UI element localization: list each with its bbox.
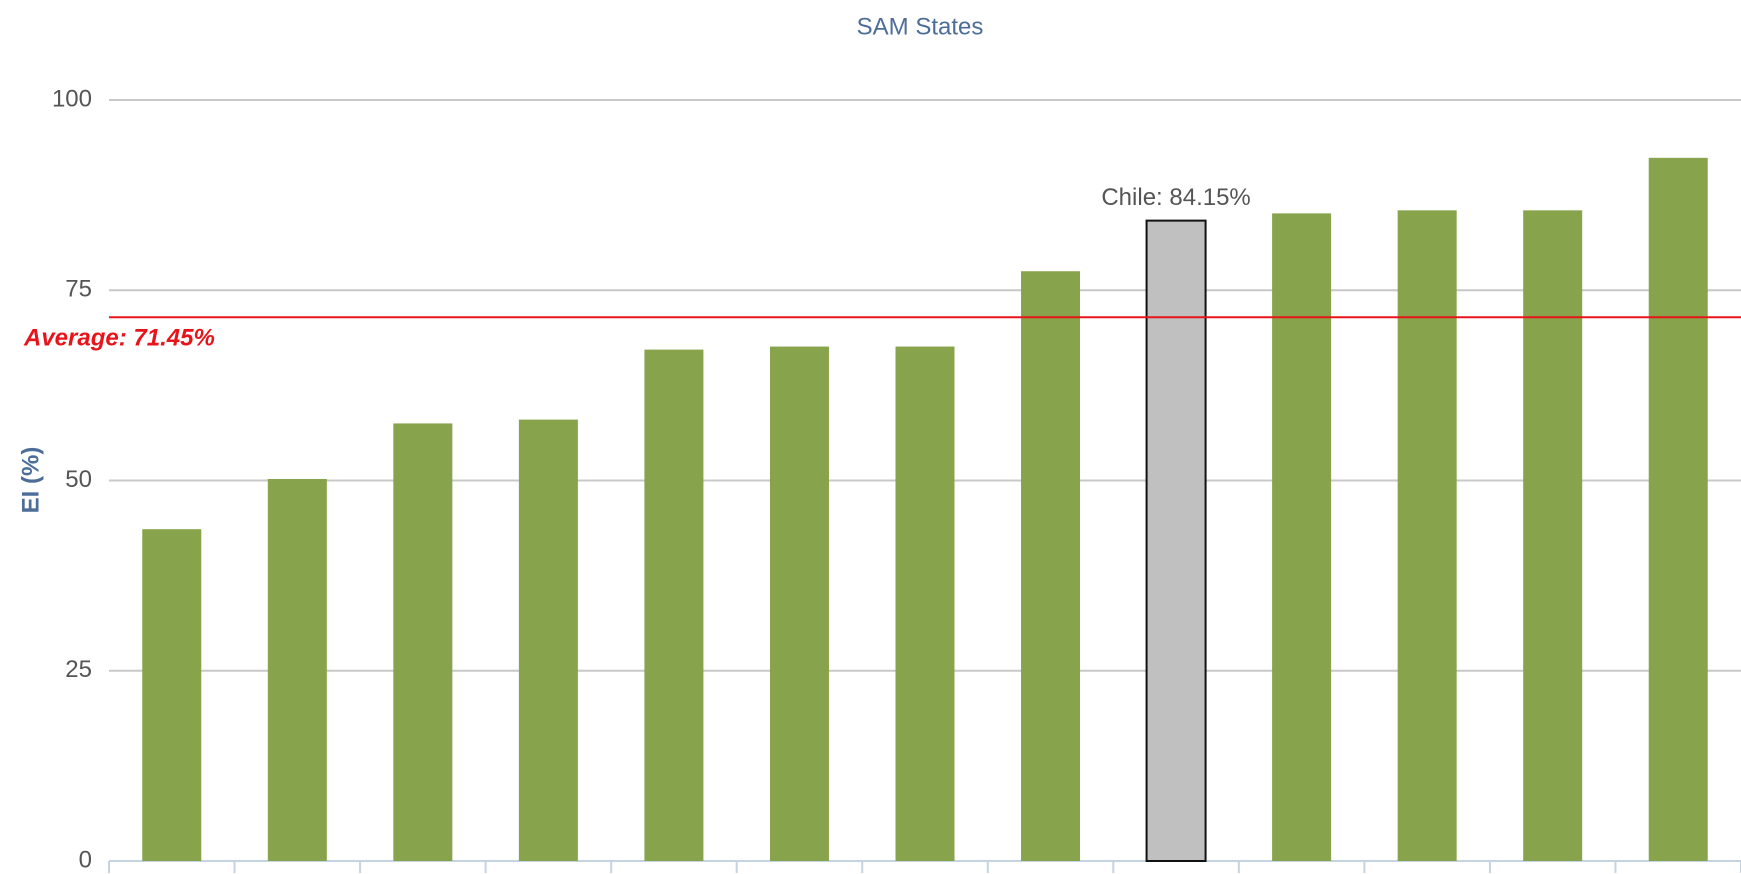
y-tick-label: 75 [65,276,92,303]
y-tick-label: 0 [79,846,92,873]
bar [1021,271,1081,862]
bar [1397,210,1457,862]
bar [393,423,453,861]
bar [644,349,704,861]
chart-title: SAM States [857,13,984,40]
bar [518,419,578,861]
bar [1648,157,1708,861]
average-label: Average: 71.45% [23,325,215,352]
bar [1523,210,1583,862]
bar [1145,219,1207,862]
bar [267,478,327,861]
bar [142,529,202,861]
y-tick-label: 50 [65,466,92,493]
y-tick-label: 100 [52,85,92,112]
bar [1272,213,1332,861]
y-axis-label: EI (%) [17,447,44,514]
y-tick-label: 25 [65,656,92,683]
bar [895,346,955,862]
bar [769,346,829,862]
data-label: Chile: 84.15% [1101,184,1250,211]
